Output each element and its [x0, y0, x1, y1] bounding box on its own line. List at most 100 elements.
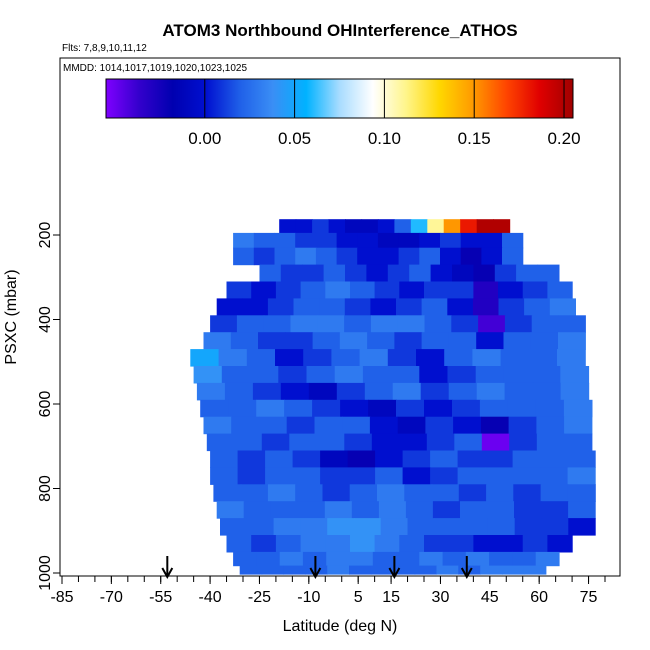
heatmap-cell: [397, 416, 426, 435]
heatmap-cell: [303, 349, 332, 367]
heatmap-cell: [453, 416, 482, 435]
colorbar-tick-label: 0.05: [278, 129, 311, 148]
heatmap-cell: [541, 501, 569, 519]
heatmap-cell: [399, 433, 428, 452]
heatmap-cell: [349, 551, 374, 567]
heatmap-cell: [224, 382, 254, 401]
heatmap-cell: [440, 232, 462, 249]
heatmap-cell: [200, 399, 229, 418]
heatmap-cell: [396, 551, 420, 567]
heatmap-cell: [230, 332, 259, 350]
heatmap-cell: [409, 264, 432, 283]
heatmap-cell: [354, 518, 382, 536]
heatmap-cell: [274, 232, 296, 249]
heatmap-cell: [342, 416, 371, 435]
heatmap-cell: [327, 565, 350, 575]
heatmap-cell: [540, 467, 569, 485]
y-tick-label: 200: [37, 222, 54, 249]
heatmap-cell: [493, 219, 511, 234]
heatmap-cell: [504, 382, 534, 401]
heatmap-cell: [410, 219, 428, 234]
heatmap-cell: [295, 219, 313, 234]
heatmap-cell: [279, 551, 304, 567]
heatmap-cell: [203, 332, 232, 350]
heatmap-cell: [370, 315, 399, 333]
heatmap-cell: [431, 484, 460, 502]
heatmap-cell: [377, 232, 400, 249]
latitude-arrow: [309, 556, 322, 580]
dates-subtitle: MMDD: 1014,1017,1019,1020,1023,1025: [63, 63, 247, 74]
heatmap-cell: [340, 399, 369, 418]
heatmap-cell: [503, 332, 532, 350]
heatmap-cell: [317, 315, 345, 333]
heatmap-cell: [265, 467, 294, 485]
heatmap-cell: [374, 281, 400, 299]
heatmap-cell: [351, 501, 380, 519]
heatmap-cell: [420, 382, 450, 401]
heatmap-cell: [535, 399, 565, 418]
heatmap-cell: [514, 501, 542, 519]
heatmap-cell: [500, 349, 530, 367]
heatmap-cell: [250, 366, 279, 384]
heatmap-cell: [558, 332, 586, 350]
heatmap-cell: [443, 219, 461, 234]
heatmap-cell: [218, 349, 248, 367]
heatmap-cell: [370, 298, 397, 316]
heatmap-cell: [452, 399, 481, 418]
x-tick-label: -10: [297, 589, 320, 606]
heatmap-cell: [359, 349, 389, 367]
heatmap-cell: [285, 332, 314, 350]
heatmap-cell: [270, 501, 299, 519]
heatmap-cell: [563, 399, 593, 418]
heatmap-cell: [350, 535, 376, 553]
heatmap-cell: [391, 366, 420, 384]
heatmap-cell: [251, 535, 277, 553]
heatmap-cell: [286, 416, 315, 435]
heatmap-cell: [460, 247, 482, 266]
heatmap-cell: [434, 518, 462, 536]
heatmap-cell: [485, 467, 514, 485]
y-tick-label: 1000: [37, 555, 54, 591]
heatmap-cell: [476, 219, 494, 234]
y-tick-label: 800: [37, 475, 54, 502]
heatmap-cell: [253, 247, 276, 266]
heatmap-cell: [451, 315, 479, 333]
latitude-arrow: [161, 556, 174, 580]
heatmap-cell: [489, 551, 513, 567]
heatmap-cell: [448, 281, 474, 299]
heatmap-cell: [334, 366, 364, 384]
heatmap-cell: [430, 264, 453, 283]
heatmap-cell: [273, 518, 301, 536]
heatmap-cell: [284, 399, 313, 418]
heatmap-cell: [377, 247, 400, 266]
heatmap-cell: [292, 467, 321, 485]
heatmap-cell: [210, 315, 238, 333]
heatmap-cell: [280, 382, 310, 401]
heatmap-cell: [424, 535, 450, 553]
heatmap-cell: [295, 247, 317, 266]
heatmap-cell: [547, 535, 573, 553]
y-tick-label: 600: [37, 391, 54, 418]
heatmap-cell: [481, 232, 503, 249]
heatmap-cell: [292, 450, 321, 468]
heatmap-cell: [476, 332, 505, 350]
heatmap-cell: [460, 219, 478, 234]
heatmap-cell: [302, 264, 325, 283]
heatmap-cell: [487, 518, 516, 536]
heatmap-cell: [457, 450, 486, 468]
heatmap-cell: [387, 264, 410, 283]
heatmap-cell: [326, 551, 351, 567]
heatmap-cell: [394, 219, 412, 234]
heatmap-cell: [564, 433, 593, 452]
heatmap-cell: [297, 501, 326, 519]
heatmap-cell: [300, 518, 328, 536]
heatmap-cell: [375, 450, 404, 468]
x-tick-label: -25: [248, 589, 271, 606]
heatmap-cell: [300, 281, 326, 299]
heatmap-cell: [237, 467, 266, 485]
heatmap-cell: [516, 264, 539, 283]
heatmap-cell: [253, 232, 276, 249]
heatmap-cell: [567, 484, 596, 502]
heatmap-cell: [315, 247, 338, 266]
heatmap-cell: [442, 551, 467, 567]
